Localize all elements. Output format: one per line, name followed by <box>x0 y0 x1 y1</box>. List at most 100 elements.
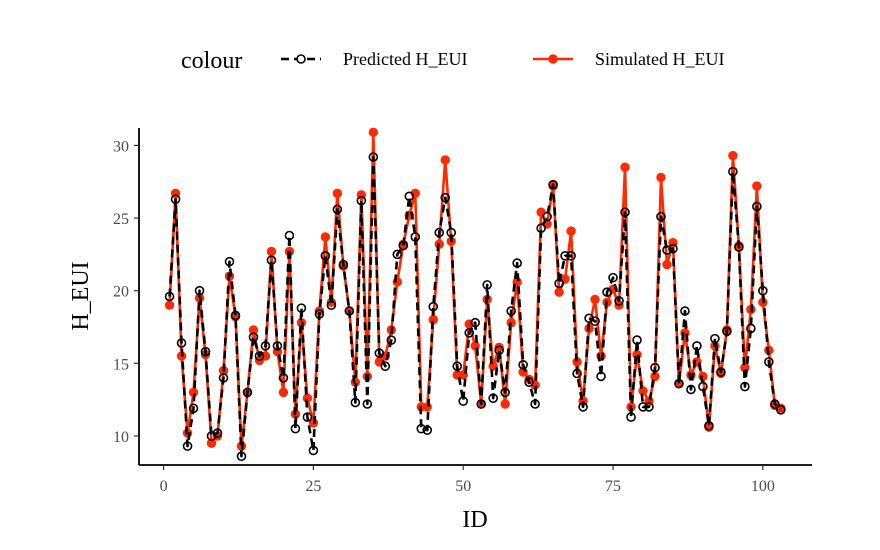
predicted-point <box>356 195 367 206</box>
predicted-point <box>170 194 181 204</box>
predicted-point <box>218 373 229 383</box>
y-tick-label: 25 <box>113 211 129 228</box>
predicted-point <box>650 362 660 373</box>
simulated-point <box>662 259 672 270</box>
predicted-point <box>386 335 397 345</box>
predicted-point <box>302 412 313 422</box>
predicted-point <box>692 341 702 351</box>
predicted-point <box>230 310 241 321</box>
predicted-point <box>380 361 391 372</box>
x-axis-title: ID <box>462 507 487 533</box>
predicted-point <box>746 323 756 334</box>
predicted-point <box>266 255 277 265</box>
predicted-point <box>572 368 582 379</box>
predicted-point <box>236 451 247 462</box>
predicted-point <box>308 445 319 456</box>
predicted-point <box>422 425 433 435</box>
predicted-point <box>440 192 451 203</box>
legend-title: colour <box>181 48 242 74</box>
predicted-point <box>338 259 349 270</box>
x-tick-label: 100 <box>751 478 775 495</box>
predicted-point <box>194 285 205 296</box>
predicted-point <box>530 399 540 409</box>
predicted-point <box>536 223 546 234</box>
simulated-point <box>206 438 217 448</box>
legend-marker-simulated <box>548 54 558 64</box>
legend-marker-predicted <box>296 54 306 64</box>
predicted-point <box>608 272 618 283</box>
predicted-point <box>512 258 522 268</box>
x-tick-label: 0 <box>160 478 168 495</box>
predicted-point <box>446 227 457 238</box>
predicted-point <box>620 207 630 218</box>
simulated-point <box>368 127 379 138</box>
predicted-point <box>494 345 504 356</box>
predicted-point <box>242 387 253 398</box>
predicted-point <box>518 359 528 370</box>
predicted-point <box>404 191 415 202</box>
legend-label-predicted: Predicted H_EUI <box>343 49 467 69</box>
predicted-point <box>188 403 199 414</box>
predicted-point <box>332 204 343 215</box>
predicted-point <box>416 423 427 434</box>
predicted-point <box>770 399 780 409</box>
predicted-point <box>590 316 600 326</box>
simulated-point <box>248 325 259 335</box>
simulated-point <box>752 181 762 191</box>
predicted-point <box>752 201 762 212</box>
simulated-point <box>590 294 600 305</box>
simulated-point <box>632 349 642 360</box>
predicted-point <box>362 399 373 409</box>
predicted-point <box>296 303 307 313</box>
predicted-point <box>560 251 570 261</box>
predicted-point <box>392 249 403 260</box>
predicted-point <box>164 291 175 302</box>
simulated-point <box>554 287 564 297</box>
predicted-point <box>578 402 588 412</box>
y-tick-label: 15 <box>113 356 129 373</box>
predicted-point <box>176 338 187 348</box>
predicted-point <box>506 306 516 316</box>
predicted-point <box>764 357 774 367</box>
predicted-point <box>326 300 337 311</box>
legend-key-predicted <box>281 54 321 64</box>
predicted-point <box>200 346 211 357</box>
simulated-point <box>566 226 576 236</box>
x-tick-label: 50 <box>455 478 471 495</box>
predicted-point <box>182 441 193 451</box>
predicted-point <box>686 384 696 395</box>
predicted-point <box>458 396 469 406</box>
legend-key-simulated <box>533 54 573 64</box>
predicted-point <box>728 166 738 177</box>
predicted-point <box>284 230 295 241</box>
predicted-point <box>554 278 564 289</box>
predicted-point <box>668 243 678 254</box>
predicted-point <box>596 371 606 382</box>
predicted-point <box>698 381 708 392</box>
predicted-point <box>656 211 666 222</box>
legend-label-simulated: Simulated H_EUI <box>595 49 724 69</box>
predicted-point <box>488 393 498 403</box>
x-axis-ticks: 0 25 50 75 100 <box>160 465 775 495</box>
predicted-point <box>434 227 445 238</box>
predicted-point <box>758 285 768 296</box>
simulated-point <box>620 162 630 172</box>
predicted-point <box>524 377 534 388</box>
predicted-point <box>248 332 259 342</box>
predicted-point <box>716 367 726 377</box>
y-tick-label: 30 <box>113 138 129 155</box>
predicted-point <box>398 240 409 251</box>
series-points-simulated <box>164 127 786 451</box>
legend: colour Predicted H_EUI Simulated H_EUI <box>181 48 724 74</box>
simulated-point <box>164 300 175 310</box>
x-tick-label: 25 <box>305 478 321 495</box>
series-points-predicted <box>164 152 786 462</box>
simulated-point <box>266 246 277 257</box>
predicted-point <box>344 306 355 316</box>
simulated-point <box>500 399 510 409</box>
predicted-point <box>290 423 301 434</box>
y-axis-ticks: 10 15 20 25 30 <box>113 138 139 446</box>
predicted-point <box>464 328 475 338</box>
simulated-point <box>656 172 666 183</box>
